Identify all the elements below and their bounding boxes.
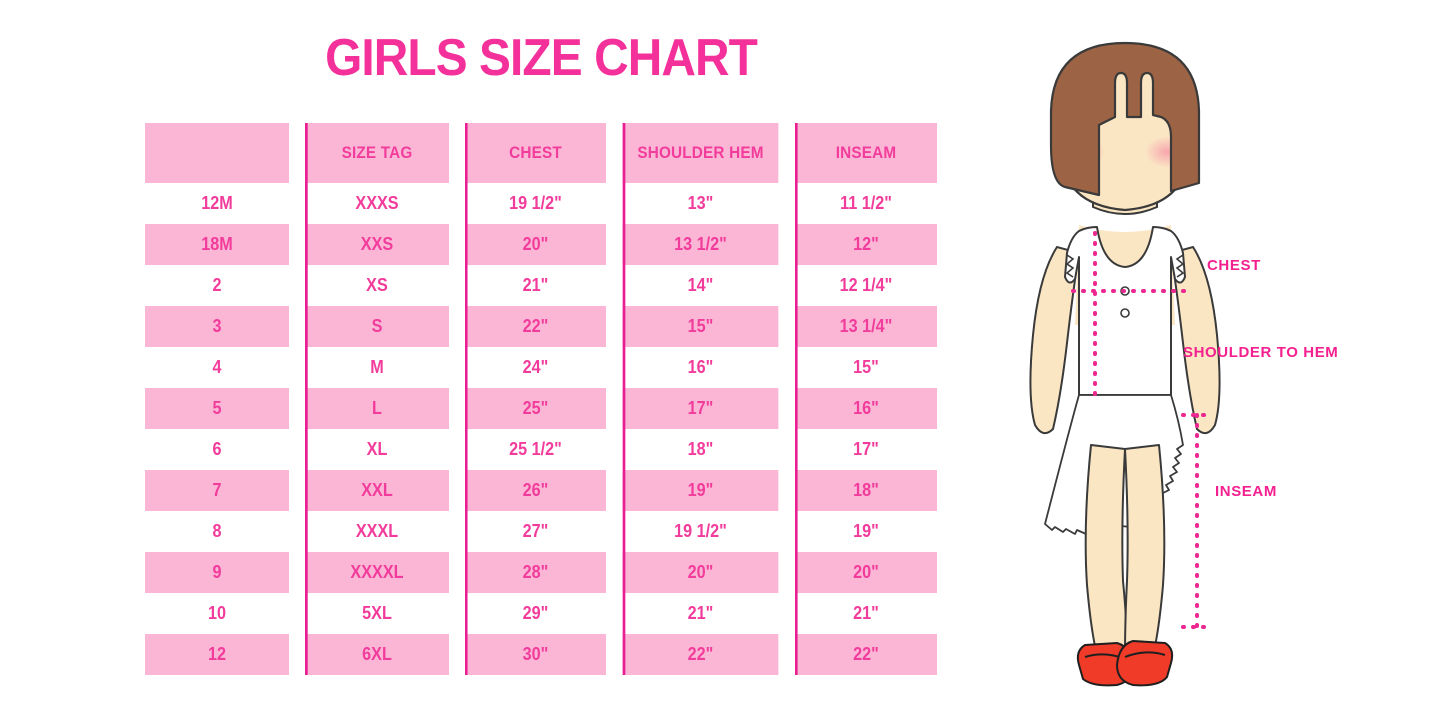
table-cell: 18M [145, 224, 289, 265]
button-bottom-icon [1120, 308, 1130, 318]
table-cell: 11 1/2" [794, 183, 938, 224]
table-cell: 21" [794, 593, 938, 634]
table-row: 2 XS 21" 14" 12 1/4" [137, 265, 945, 306]
shoe-right-strap-icon [1124, 651, 1166, 658]
table-cell: 30" [464, 634, 607, 675]
table-cell: L [305, 388, 449, 429]
table-row: 12M XXXS 19 1/2" 13" 11 1/2" [137, 183, 945, 224]
table-row: 4 M 24" 16" 15" [137, 347, 945, 388]
sleeve-ruffle-right-icon [1175, 254, 1185, 278]
col-header-shoulder-hem: SHOULDER HEM [622, 123, 779, 183]
col-header-inseam: INSEAM [794, 123, 938, 183]
table-cell: 8 [145, 511, 289, 552]
table-row: 9 XXXXL 28" 20" 20" [137, 552, 945, 593]
table-cell: 7 [145, 470, 289, 511]
table-cell: 19" [794, 511, 938, 552]
table-cell: 22" [622, 634, 779, 675]
table-row: 5 L 25" 17" 16" [137, 388, 945, 429]
table-cell: 16" [794, 388, 938, 429]
col-header-size-tag: SIZE TAG [305, 123, 449, 183]
table-cell: 12 1/4" [794, 265, 938, 306]
table-cell: 19" [622, 470, 779, 511]
table-cell: XXS [305, 224, 449, 265]
measurement-label-shoulder-to-hem: SHOULDER TO HEM [1183, 344, 1339, 361]
table-cell: 20" [622, 552, 779, 593]
table-cell: M [305, 347, 449, 388]
table-cell: 26" [464, 470, 607, 511]
hair-shape [1049, 41, 1201, 197]
table-row: 12 6XL 30" 22" 22" [137, 634, 945, 675]
measurement-label-chest: CHEST [1207, 257, 1261, 274]
table-cell: 28" [464, 552, 607, 593]
table-cell: 22" [794, 634, 938, 675]
table-cell: 6XL [305, 634, 449, 675]
table-cell: 15" [622, 306, 779, 347]
table-cell: 18" [794, 470, 938, 511]
table-cell: 12" [794, 224, 938, 265]
table-cell: 17" [622, 388, 779, 429]
table-cell: 5XL [305, 593, 449, 634]
col-header-size [145, 123, 289, 183]
table-body: 12M XXXS 19 1/2" 13" 11 1/2" 18M XXS 20" 13 1/2"… [137, 183, 945, 675]
table-row: 3 S 22" 15" 13 1/4" [137, 306, 945, 347]
table-cell: 10 [145, 593, 289, 634]
table-cell: 2 [145, 265, 289, 306]
sleeve-ruffle-left-icon [1065, 254, 1075, 278]
table-cell: 9 [145, 552, 289, 593]
table-cell: 13 1/2" [622, 224, 779, 265]
table-row: 18M XXS 20" 13 1/2" 12" [137, 224, 945, 265]
table-cell: 21" [464, 265, 607, 306]
table-header: SIZE TAG CHEST SHOULDER HEM INSEAM [137, 123, 945, 183]
table-cell: 22" [464, 306, 607, 347]
table-cell: 29" [464, 593, 607, 634]
table-cell: 5 [145, 388, 289, 429]
table-cell: 3 [145, 306, 289, 347]
table-cell: 15" [794, 347, 938, 388]
table-cell: 14" [622, 265, 779, 306]
table-cell: 17" [794, 429, 938, 470]
table-row: 10 5XL 29" 21" 21" [137, 593, 945, 634]
table-row: 6 XL 25 1/2" 18" 17" [137, 429, 945, 470]
leg-left-shape [1084, 444, 1128, 656]
table-cell: XXL [305, 470, 449, 511]
leg-right-shape [1124, 444, 1166, 656]
page-title: GIRLS SIZE CHART [325, 29, 758, 87]
table-header-row: SIZE TAG CHEST SHOULDER HEM INSEAM [137, 123, 945, 183]
table-cell: 27" [464, 511, 607, 552]
table-cell: XL [305, 429, 449, 470]
table-cell: 12 [145, 634, 289, 675]
measurement-label-inseam: INSEAM [1215, 483, 1277, 500]
table-cell: 19 1/2" [464, 183, 607, 224]
arm-right-shape [1169, 245, 1221, 435]
table-cell: 18" [622, 429, 779, 470]
table-cell: XS [305, 265, 449, 306]
table-cell: 25 1/2" [464, 429, 607, 470]
table-cell: 12M [145, 183, 289, 224]
col-header-chest: CHEST [464, 123, 607, 183]
size-chart-table: SIZE TAG CHEST SHOULDER HEM INSEAM 12M XX… [137, 123, 945, 675]
table-row: 7 XXL 26" 19" 18" [137, 470, 945, 511]
table-cell: 20" [794, 552, 938, 593]
table-row: 8 XXXL 27" 19 1/2" 19" [137, 511, 945, 552]
table-cell: 16" [622, 347, 779, 388]
table-cell: 24" [464, 347, 607, 388]
girl-figure-illustration [1029, 41, 1221, 687]
table-cell: XXXXL [305, 552, 449, 593]
table-cell: 25" [464, 388, 607, 429]
table-cell: 19 1/2" [622, 511, 779, 552]
table-cell: 21" [622, 593, 779, 634]
shoe-right-icon [1116, 640, 1174, 687]
table-cell: 4 [145, 347, 289, 388]
table-cell: 13" [622, 183, 779, 224]
arm-left-shape [1029, 245, 1081, 435]
table-cell: S [305, 306, 449, 347]
table-cell: 6 [145, 429, 289, 470]
table-cell: XXXL [305, 511, 449, 552]
table-cell: 20" [464, 224, 607, 265]
table-cell: XXXS [305, 183, 449, 224]
table-cell: 13 1/4" [794, 306, 938, 347]
